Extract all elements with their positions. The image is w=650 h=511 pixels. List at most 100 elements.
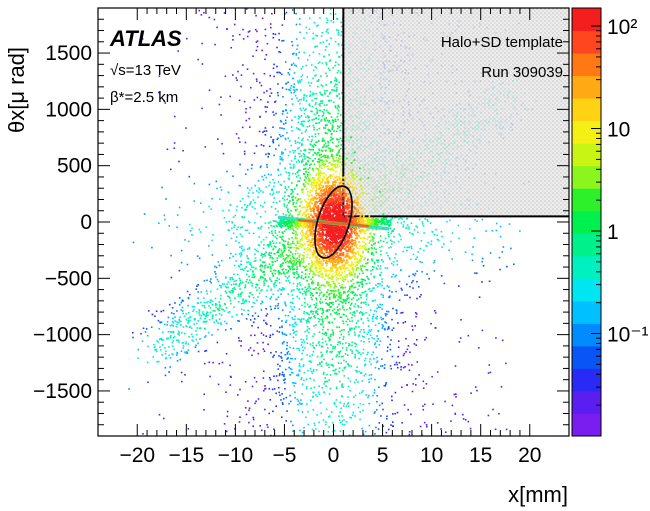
data-point bbox=[326, 90, 328, 92]
data-point bbox=[325, 362, 328, 364]
data-point bbox=[332, 21, 335, 23]
data-point bbox=[282, 333, 284, 335]
data-point bbox=[240, 74, 243, 76]
data-point bbox=[237, 301, 240, 303]
data-point bbox=[376, 394, 378, 397]
data-point bbox=[313, 163, 316, 166]
data-point bbox=[355, 245, 357, 248]
data-point bbox=[158, 327, 161, 330]
data-point bbox=[303, 199, 306, 201]
data-point bbox=[343, 419, 345, 421]
data-point bbox=[314, 264, 317, 266]
data-point bbox=[312, 409, 315, 411]
data-point bbox=[325, 380, 327, 383]
data-point bbox=[345, 347, 348, 349]
data-point bbox=[305, 238, 308, 240]
data-point bbox=[337, 266, 340, 269]
data-point bbox=[400, 366, 402, 368]
data-point bbox=[294, 234, 297, 236]
data-point bbox=[322, 419, 325, 421]
data-point bbox=[285, 268, 287, 271]
data-point bbox=[324, 242, 327, 245]
data-point bbox=[345, 349, 348, 351]
data-point bbox=[298, 282, 301, 284]
data-point bbox=[318, 385, 320, 387]
data-point bbox=[281, 40, 283, 42]
data-point bbox=[241, 245, 243, 248]
data-point bbox=[384, 385, 387, 387]
data-point bbox=[289, 311, 291, 313]
data-point bbox=[172, 345, 174, 347]
data-point bbox=[311, 292, 313, 295]
data-point bbox=[406, 246, 409, 249]
data-point bbox=[382, 408, 384, 411]
data-point bbox=[377, 282, 379, 285]
data-point bbox=[267, 227, 270, 229]
data-point bbox=[356, 276, 359, 279]
data-point bbox=[312, 282, 315, 284]
data-point bbox=[292, 302, 294, 305]
data-point bbox=[334, 430, 336, 432]
data-point bbox=[266, 106, 268, 108]
data-point bbox=[357, 306, 360, 308]
data-point bbox=[347, 294, 350, 296]
data-point bbox=[321, 102, 323, 104]
data-point bbox=[320, 149, 323, 152]
data-point bbox=[274, 246, 277, 248]
data-point bbox=[314, 424, 316, 427]
data-point bbox=[253, 349, 255, 352]
data-point bbox=[319, 300, 321, 303]
data-point bbox=[377, 264, 379, 267]
data-point bbox=[318, 320, 320, 323]
data-point bbox=[300, 275, 303, 277]
data-point bbox=[323, 109, 325, 111]
data-point bbox=[289, 257, 292, 260]
data-point bbox=[376, 304, 379, 306]
data-point bbox=[289, 167, 292, 169]
data-point bbox=[346, 276, 348, 279]
data-point bbox=[318, 148, 320, 151]
data-point bbox=[322, 112, 325, 114]
data-point bbox=[268, 263, 271, 266]
data-point bbox=[218, 307, 221, 309]
data-point bbox=[270, 26, 272, 29]
data-point bbox=[385, 383, 387, 386]
data-point bbox=[330, 306, 332, 308]
data-point bbox=[323, 104, 326, 106]
data-point bbox=[250, 187, 253, 189]
data-point bbox=[312, 154, 314, 156]
data-point bbox=[293, 289, 295, 291]
data-point bbox=[310, 278, 313, 280]
data-point bbox=[240, 268, 242, 271]
data-point bbox=[289, 374, 291, 376]
data-point bbox=[312, 170, 315, 172]
data-point bbox=[292, 240, 294, 243]
data-point bbox=[236, 314, 238, 316]
data-point bbox=[348, 288, 351, 291]
data-point bbox=[354, 275, 356, 278]
data-point bbox=[297, 400, 300, 402]
data-point bbox=[223, 423, 226, 425]
data-point bbox=[305, 163, 307, 166]
data-point bbox=[289, 213, 292, 216]
data-point bbox=[304, 291, 307, 294]
data-point bbox=[265, 54, 268, 56]
data-point bbox=[335, 387, 338, 390]
data-point bbox=[330, 344, 332, 346]
data-point bbox=[385, 382, 387, 384]
data-point bbox=[329, 351, 331, 353]
data-point bbox=[371, 318, 374, 320]
data-point bbox=[331, 175, 333, 177]
data-point bbox=[345, 299, 348, 302]
data-point bbox=[318, 237, 321, 240]
data-point bbox=[322, 137, 324, 140]
data-point bbox=[152, 356, 154, 358]
data-point bbox=[265, 186, 268, 188]
data-point bbox=[319, 292, 321, 295]
data-point bbox=[324, 317, 327, 320]
data-point bbox=[318, 186, 321, 188]
data-point bbox=[291, 255, 294, 258]
data-point bbox=[329, 335, 332, 337]
data-point bbox=[381, 285, 383, 287]
data-point bbox=[322, 146, 325, 148]
